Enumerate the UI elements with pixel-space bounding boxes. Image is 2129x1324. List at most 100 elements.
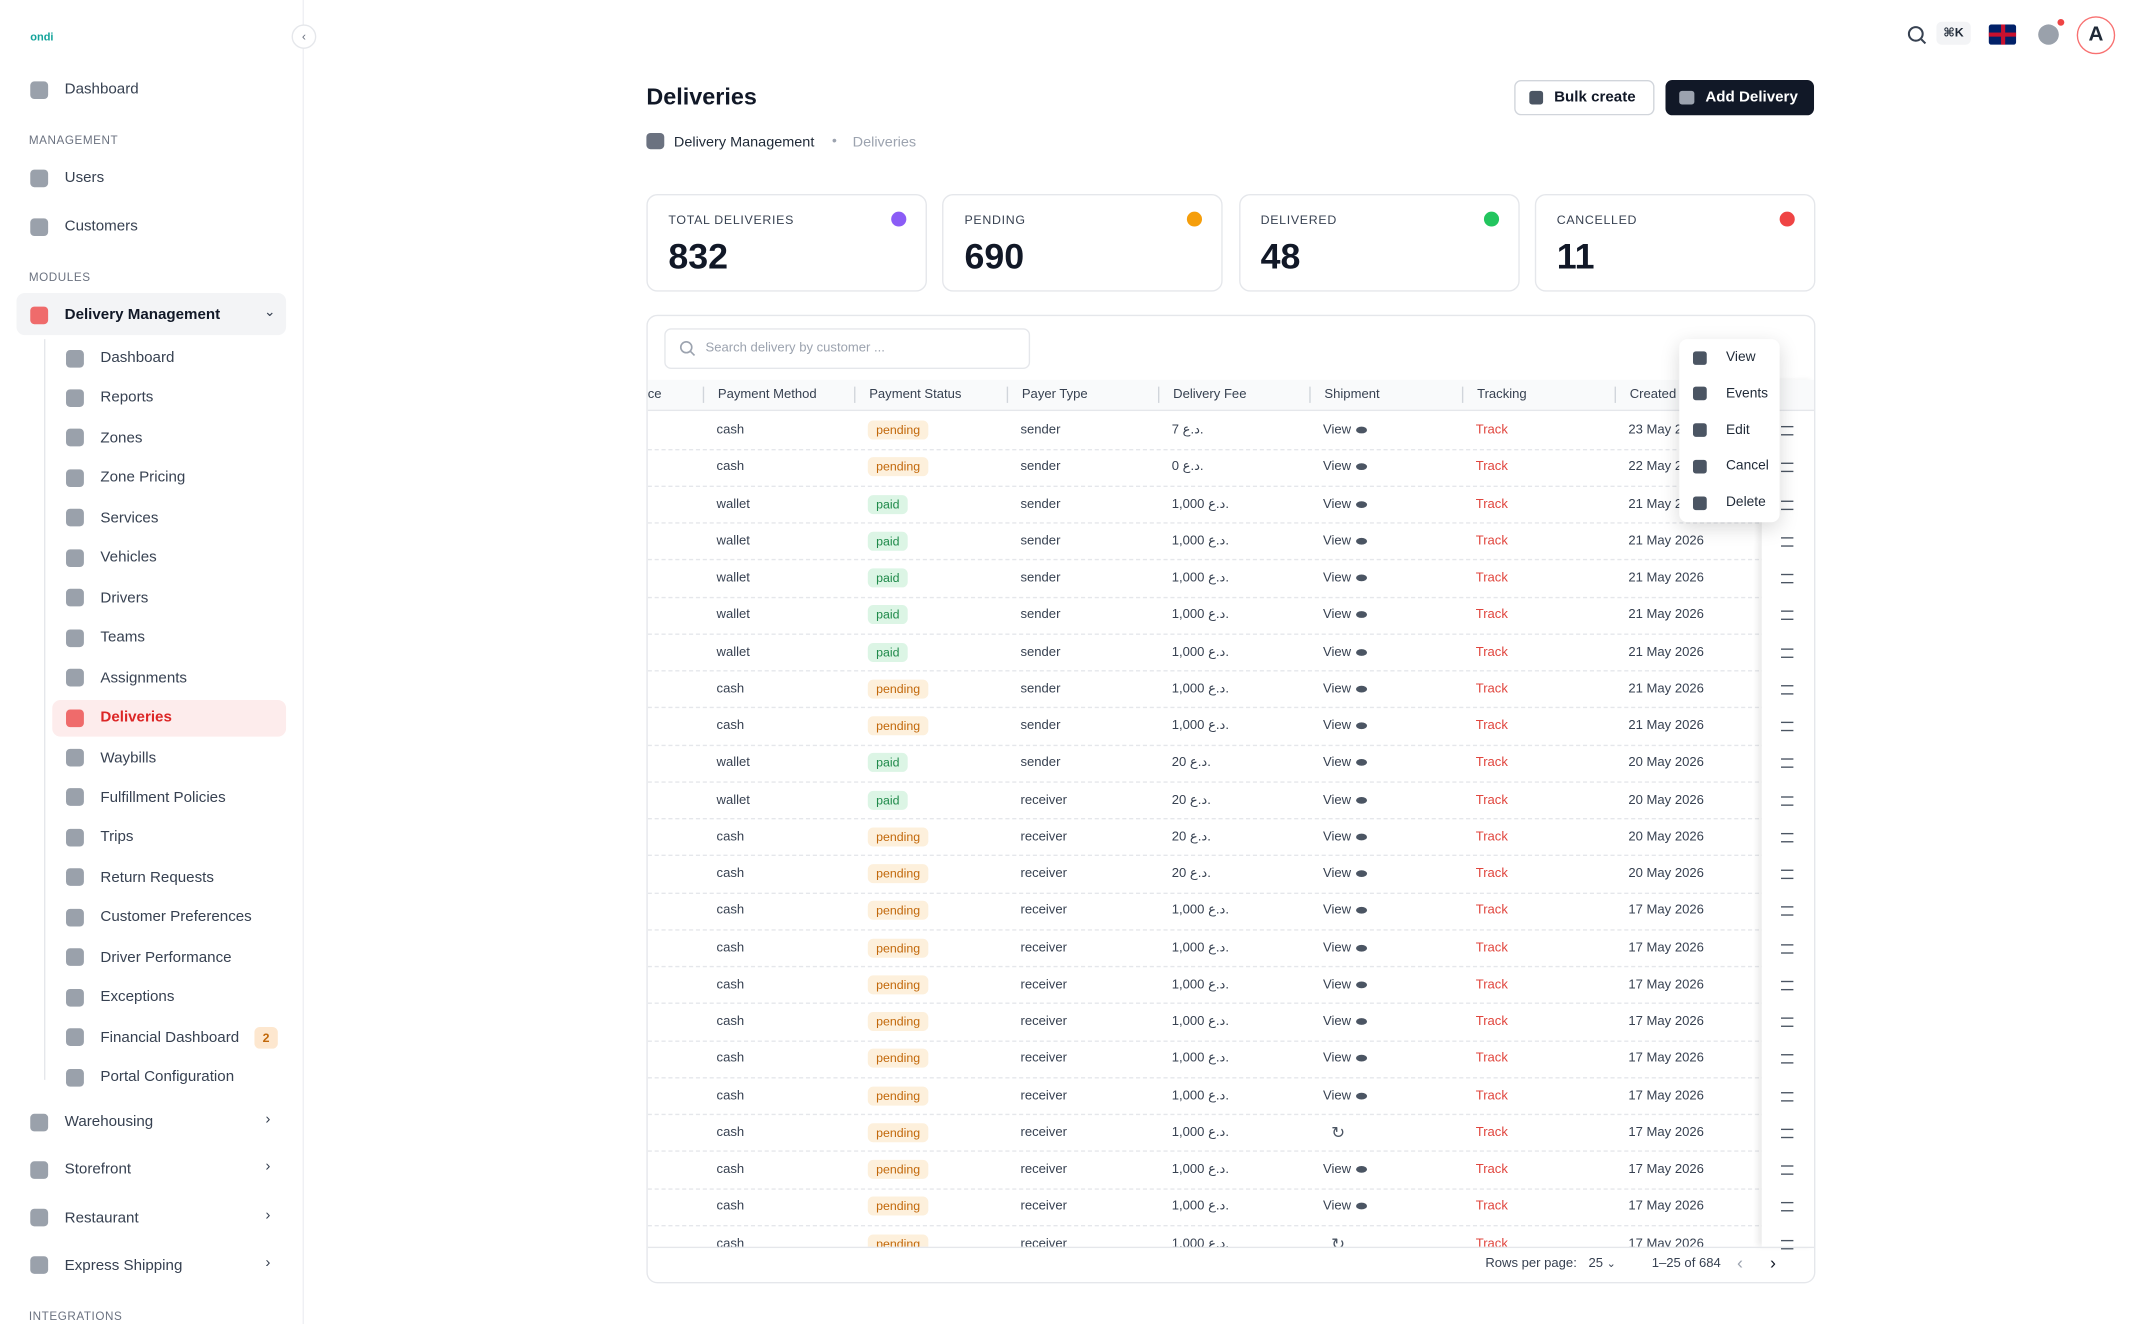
bulk-create-button[interactable]: Bulk create bbox=[1514, 80, 1655, 116]
nav-item[interactable]: Dashboard bbox=[66, 345, 174, 372]
nav-item[interactable]: Restaurant bbox=[30, 1204, 139, 1231]
chevron[interactable]: › bbox=[265, 1158, 271, 1176]
row-action-button[interactable] bbox=[1781, 980, 1794, 990]
row-action-button[interactable] bbox=[1781, 1128, 1794, 1138]
track-link[interactable]: Track bbox=[1475, 681, 1508, 697]
row-action-button[interactable] bbox=[1781, 462, 1794, 473]
row-action-button[interactable] bbox=[1781, 1091, 1794, 1101]
track-link[interactable]: Track bbox=[1475, 977, 1508, 993]
track-link[interactable]: Track bbox=[1475, 1161, 1508, 1177]
row-action-button[interactable] bbox=[1781, 1054, 1794, 1064]
track-link[interactable]: Track bbox=[1475, 792, 1508, 808]
shipment-link[interactable]: View bbox=[1323, 829, 1368, 844]
chevron[interactable]: › bbox=[265, 1206, 271, 1224]
shipment-link[interactable]: View bbox=[1323, 607, 1368, 622]
shipment-link[interactable]: View bbox=[1323, 792, 1368, 807]
track-link[interactable]: Track bbox=[1475, 1014, 1508, 1029]
nav-item[interactable]: Dashboard bbox=[30, 76, 139, 103]
track-link[interactable]: Track bbox=[1475, 533, 1508, 549]
settings-button[interactable] bbox=[2038, 24, 2059, 45]
prev-page-button[interactable]: ‹ bbox=[1737, 1252, 1743, 1273]
chevron[interactable]: › bbox=[265, 1111, 271, 1128]
shipment-link[interactable]: View bbox=[1323, 1014, 1368, 1029]
chevron[interactable]: ⌄ bbox=[264, 305, 276, 321]
nav-item[interactable]: Fulfillment Policies bbox=[66, 784, 226, 811]
track-link[interactable]: Track bbox=[1475, 940, 1508, 956]
column-header[interactable]: Delivery Fee bbox=[1173, 387, 1247, 403]
nav-item[interactable]: Portal Configuration bbox=[66, 1064, 234, 1091]
row-action-button[interactable] bbox=[1781, 610, 1794, 621]
track-link[interactable]: Track bbox=[1475, 570, 1508, 586]
shipment-link[interactable]: View bbox=[1323, 1051, 1368, 1066]
nav-item[interactable]: Reports bbox=[66, 385, 153, 412]
next-page-button[interactable]: › bbox=[1770, 1252, 1776, 1273]
shipment-link[interactable]: View bbox=[1323, 866, 1368, 881]
nav-item[interactable]: Users bbox=[30, 164, 104, 191]
track-link[interactable]: Track bbox=[1475, 496, 1508, 512]
menu-item[interactable]: Delete bbox=[1692, 495, 1766, 510]
add-delivery-button[interactable]: Add Delivery bbox=[1665, 80, 1815, 116]
row-action-button[interactable] bbox=[1781, 721, 1794, 732]
nav-item[interactable]: Customers bbox=[30, 213, 138, 240]
nav-item[interactable]: Exceptions bbox=[66, 984, 174, 1011]
nav-item[interactable]: Vehicles bbox=[66, 544, 157, 571]
track-link[interactable]: Track bbox=[1475, 607, 1508, 623]
row-action-button[interactable] bbox=[1781, 795, 1794, 806]
row-action-button[interactable] bbox=[1781, 869, 1794, 880]
search-button[interactable] bbox=[1903, 22, 1931, 49]
rows-per-page-select[interactable]: 25 ⌄ bbox=[1588, 1256, 1616, 1272]
column-header[interactable]: Payer Type bbox=[1021, 387, 1088, 403]
track-link[interactable]: Track bbox=[1475, 1087, 1508, 1103]
column-header[interactable]: ce bbox=[647, 387, 662, 403]
row-action-button[interactable] bbox=[1781, 1202, 1794, 1212]
track-link[interactable]: Track bbox=[1475, 718, 1508, 734]
brand-logo[interactable]: ondi bbox=[30, 31, 54, 44]
menu-item[interactable]: Events bbox=[1692, 386, 1768, 401]
track-link[interactable]: Track bbox=[1475, 866, 1508, 882]
row-action-button[interactable] bbox=[1781, 832, 1794, 843]
row-action-button[interactable] bbox=[1781, 1239, 1794, 1249]
nav-item[interactable]: Driver Performance bbox=[66, 944, 232, 971]
nav-item[interactable]: Assignments bbox=[66, 664, 187, 691]
row-action-button[interactable] bbox=[1781, 943, 1794, 954]
shipment-link[interactable]: View bbox=[1323, 570, 1368, 585]
shipment-link[interactable]: View bbox=[1323, 718, 1368, 733]
nav-item[interactable]: Teams bbox=[66, 624, 145, 651]
track-link[interactable]: Track bbox=[1475, 422, 1508, 438]
nav-item[interactable]: Warehousing bbox=[30, 1108, 153, 1135]
track-link[interactable]: Track bbox=[1475, 1124, 1508, 1140]
row-action-button[interactable] bbox=[1781, 758, 1794, 769]
shipment-link[interactable]: View bbox=[1323, 644, 1368, 659]
row-action-button[interactable] bbox=[1781, 536, 1794, 547]
nav-item[interactable]: Delivery Management bbox=[30, 301, 220, 328]
column-header[interactable]: Payment Status bbox=[869, 387, 962, 403]
row-action-button[interactable] bbox=[1781, 684, 1794, 695]
column-header[interactable]: Tracking bbox=[1477, 387, 1527, 403]
shipment-link[interactable]: View bbox=[1323, 423, 1368, 438]
nav-item[interactable]: Storefront bbox=[30, 1156, 131, 1183]
row-action-button[interactable] bbox=[1781, 573, 1794, 584]
nav-item[interactable]: Financial Dashboard bbox=[66, 1024, 239, 1051]
nav-item[interactable]: Deliveries bbox=[66, 704, 172, 731]
column-header[interactable]: Created bbox=[1629, 387, 1677, 403]
track-link[interactable]: Track bbox=[1475, 1235, 1508, 1247]
track-link[interactable]: Track bbox=[1475, 1051, 1508, 1066]
menu-item[interactable]: Edit bbox=[1692, 423, 1750, 438]
language-flag[interactable] bbox=[1988, 24, 2017, 45]
track-link[interactable]: Track bbox=[1475, 1198, 1508, 1214]
shipment-link[interactable]: View bbox=[1323, 755, 1368, 770]
chevron[interactable]: › bbox=[265, 1254, 271, 1271]
column-header[interactable]: Payment Method bbox=[717, 387, 817, 403]
search-input[interactable]: Search delivery by customer ... bbox=[664, 328, 1031, 369]
collapse-button[interactable]: ‹ bbox=[291, 24, 317, 49]
shipment-link[interactable]: View bbox=[1323, 1088, 1368, 1103]
track-link[interactable]: Track bbox=[1475, 829, 1508, 845]
nav-item[interactable]: Customer Preferences bbox=[66, 904, 252, 931]
row-action-button[interactable] bbox=[1781, 906, 1794, 917]
breadcrumb[interactable]: Delivery Management bbox=[673, 134, 815, 151]
nav-item[interactable]: Waybills bbox=[66, 744, 156, 771]
nav-item[interactable]: Zone Pricing bbox=[66, 464, 185, 491]
shipment-link[interactable]: View bbox=[1323, 533, 1368, 548]
row-action-button[interactable] bbox=[1781, 1017, 1794, 1027]
track-link[interactable]: Track bbox=[1475, 459, 1508, 475]
